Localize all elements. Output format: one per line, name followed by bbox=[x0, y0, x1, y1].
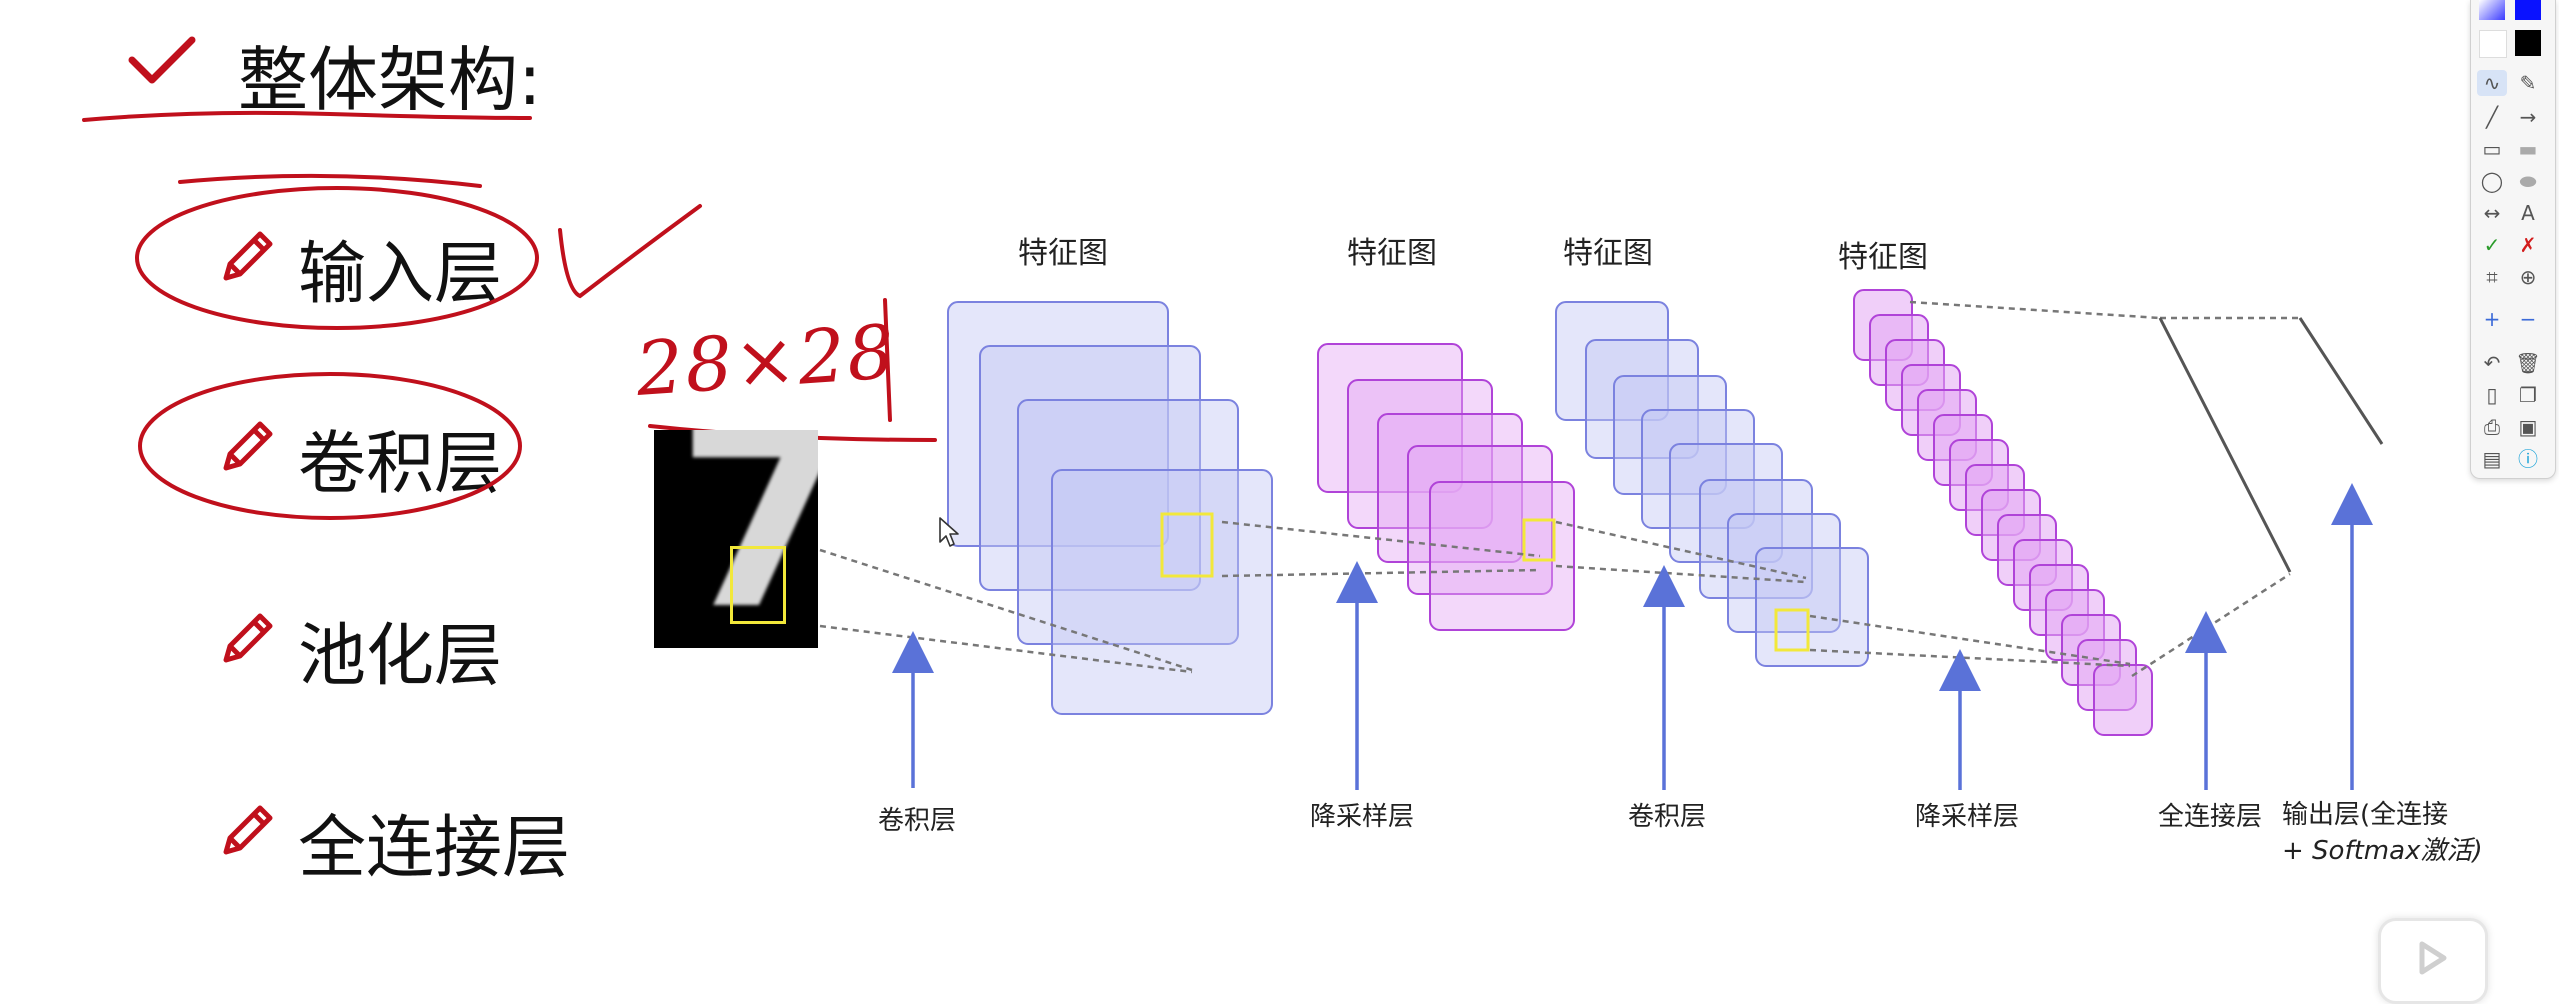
connection-line bbox=[1221, 568, 1541, 578]
circle-extra-stroke bbox=[178, 173, 482, 188]
feature-map-label: 特征图 bbox=[1018, 236, 1108, 271]
receptive-field-box bbox=[730, 546, 786, 624]
ellipse-tool-icon[interactable]: ◯ bbox=[2480, 169, 2504, 193]
input-digit-image: 7 bbox=[654, 430, 818, 648]
double-arrow-icon[interactable]: ↔ bbox=[2483, 201, 2501, 225]
filled-rectangle-icon[interactable]: ▬ bbox=[2518, 137, 2538, 161]
stage-label: 降采样层 bbox=[1915, 802, 2020, 832]
connection-line bbox=[1809, 648, 2131, 668]
circle-conv-layer bbox=[138, 372, 522, 520]
eraser-icon[interactable]: ✎ bbox=[2519, 71, 2537, 95]
play-icon bbox=[2419, 941, 2447, 975]
arrow-tool-icon[interactable]: → bbox=[2519, 105, 2537, 129]
circle-input-layer bbox=[135, 186, 539, 330]
feature-map bbox=[1669, 443, 1783, 563]
size-bracket bbox=[883, 298, 892, 422]
trash-icon[interactable]: 🗑 bbox=[2515, 351, 2541, 375]
white-swatch[interactable] bbox=[2479, 30, 2507, 58]
feature-map-label: 特征图 bbox=[1563, 236, 1653, 271]
receptive-field-box bbox=[1160, 512, 1214, 578]
filled-ellipse-icon[interactable]: ⬬ bbox=[2519, 169, 2537, 193]
mouse-cursor-icon bbox=[939, 517, 959, 547]
play-button[interactable] bbox=[2378, 918, 2488, 1004]
page-title: 整体架构: bbox=[238, 39, 542, 121]
digit-glyph: 7 bbox=[676, 430, 818, 648]
text-tool-icon[interactable]: A bbox=[2521, 201, 2535, 225]
feature-map-label: 特征图 bbox=[1347, 236, 1437, 271]
undo-icon[interactable]: ↶ bbox=[2483, 351, 2501, 375]
outline-item-label: 输入层 bbox=[298, 235, 503, 314]
screen-icon[interactable]: ▤ bbox=[2482, 447, 2502, 471]
feature-map bbox=[1017, 399, 1239, 645]
feature-map bbox=[1377, 413, 1523, 563]
stage-label: 全连接层 bbox=[2158, 802, 2263, 832]
feature-map bbox=[1555, 301, 1669, 421]
check-stamp-icon[interactable]: ✓ bbox=[2483, 233, 2501, 257]
feature-map bbox=[947, 301, 1169, 547]
fc-connection-line bbox=[2158, 317, 2292, 573]
fc-connection-line bbox=[2298, 317, 2384, 445]
crop-icon[interactable]: ⌗ bbox=[2486, 265, 2498, 289]
gradient-swatch[interactable] bbox=[2479, 0, 2505, 20]
stage-label: 卷积层 bbox=[1628, 802, 1707, 832]
stage-label: 卷积层 bbox=[878, 806, 957, 836]
line-tool-icon[interactable]: ╱ bbox=[2485, 105, 2499, 129]
zoom-icon[interactable]: ⊕ bbox=[2519, 265, 2537, 289]
checkmark-stroke bbox=[558, 204, 702, 299]
blue-swatch[interactable] bbox=[2515, 0, 2541, 20]
print-icon[interactable]: ⎙ bbox=[2484, 415, 2500, 439]
pencil-icon bbox=[218, 800, 278, 864]
black-swatch[interactable] bbox=[2515, 30, 2541, 56]
minus-icon[interactable]: − bbox=[2519, 307, 2537, 331]
outline-item-label: 池化层 bbox=[298, 617, 503, 696]
copy-icon[interactable]: ❐ bbox=[2519, 383, 2537, 407]
connection-line bbox=[1555, 520, 1807, 580]
pencil-icon bbox=[218, 416, 278, 480]
annotation-toolbar: ∿ ✎ ╱ → ▭ ▬ ◯ ⬬ ↔ A ✓ ✗ ⌗ ⊕ + − ↶ 🗑 ▯ ❐ … bbox=[2470, 0, 2556, 479]
connection-line bbox=[819, 624, 1193, 674]
output-layer-label: 输出层(全连接 bbox=[2282, 800, 2449, 830]
info-icon[interactable]: ⓘ bbox=[2518, 447, 2538, 471]
stage-label: 降采样层 bbox=[1310, 802, 1415, 832]
rectangle-tool-icon[interactable]: ▭ bbox=[2482, 137, 2502, 161]
outline-item-label: 全连接层 bbox=[298, 809, 571, 888]
connection-line bbox=[1909, 300, 2161, 320]
connection-line bbox=[1809, 614, 2131, 666]
pencil-icon bbox=[218, 608, 278, 672]
heading-check-icon bbox=[128, 36, 196, 84]
cross-stamp-icon[interactable]: ✗ bbox=[2519, 233, 2537, 257]
title-underline bbox=[82, 110, 532, 122]
feature-map bbox=[979, 345, 1201, 591]
plus-icon[interactable]: + bbox=[2483, 307, 2501, 331]
new-page-icon[interactable]: ▯ bbox=[2486, 383, 2498, 407]
receptive-field-box bbox=[1774, 608, 1810, 652]
feature-map bbox=[1347, 379, 1493, 529]
outline-item-label: 卷积层 bbox=[298, 425, 503, 504]
pencil-icon bbox=[218, 226, 278, 290]
feature-map-label: 特征图 bbox=[1838, 240, 1928, 275]
save-icon[interactable]: ▣ bbox=[2518, 415, 2538, 439]
output-layer-label-2: + Softmax激活) bbox=[2282, 836, 2483, 866]
connection-line bbox=[1221, 520, 1541, 558]
feature-map bbox=[1429, 481, 1575, 631]
feature-map bbox=[2093, 664, 2153, 736]
receptive-field-box bbox=[1522, 518, 1556, 562]
feature-map bbox=[1051, 469, 1273, 715]
freehand-pen-icon[interactable]: ∿ bbox=[2477, 70, 2507, 96]
feature-map bbox=[1755, 547, 1869, 667]
connection-line bbox=[2131, 572, 2291, 678]
